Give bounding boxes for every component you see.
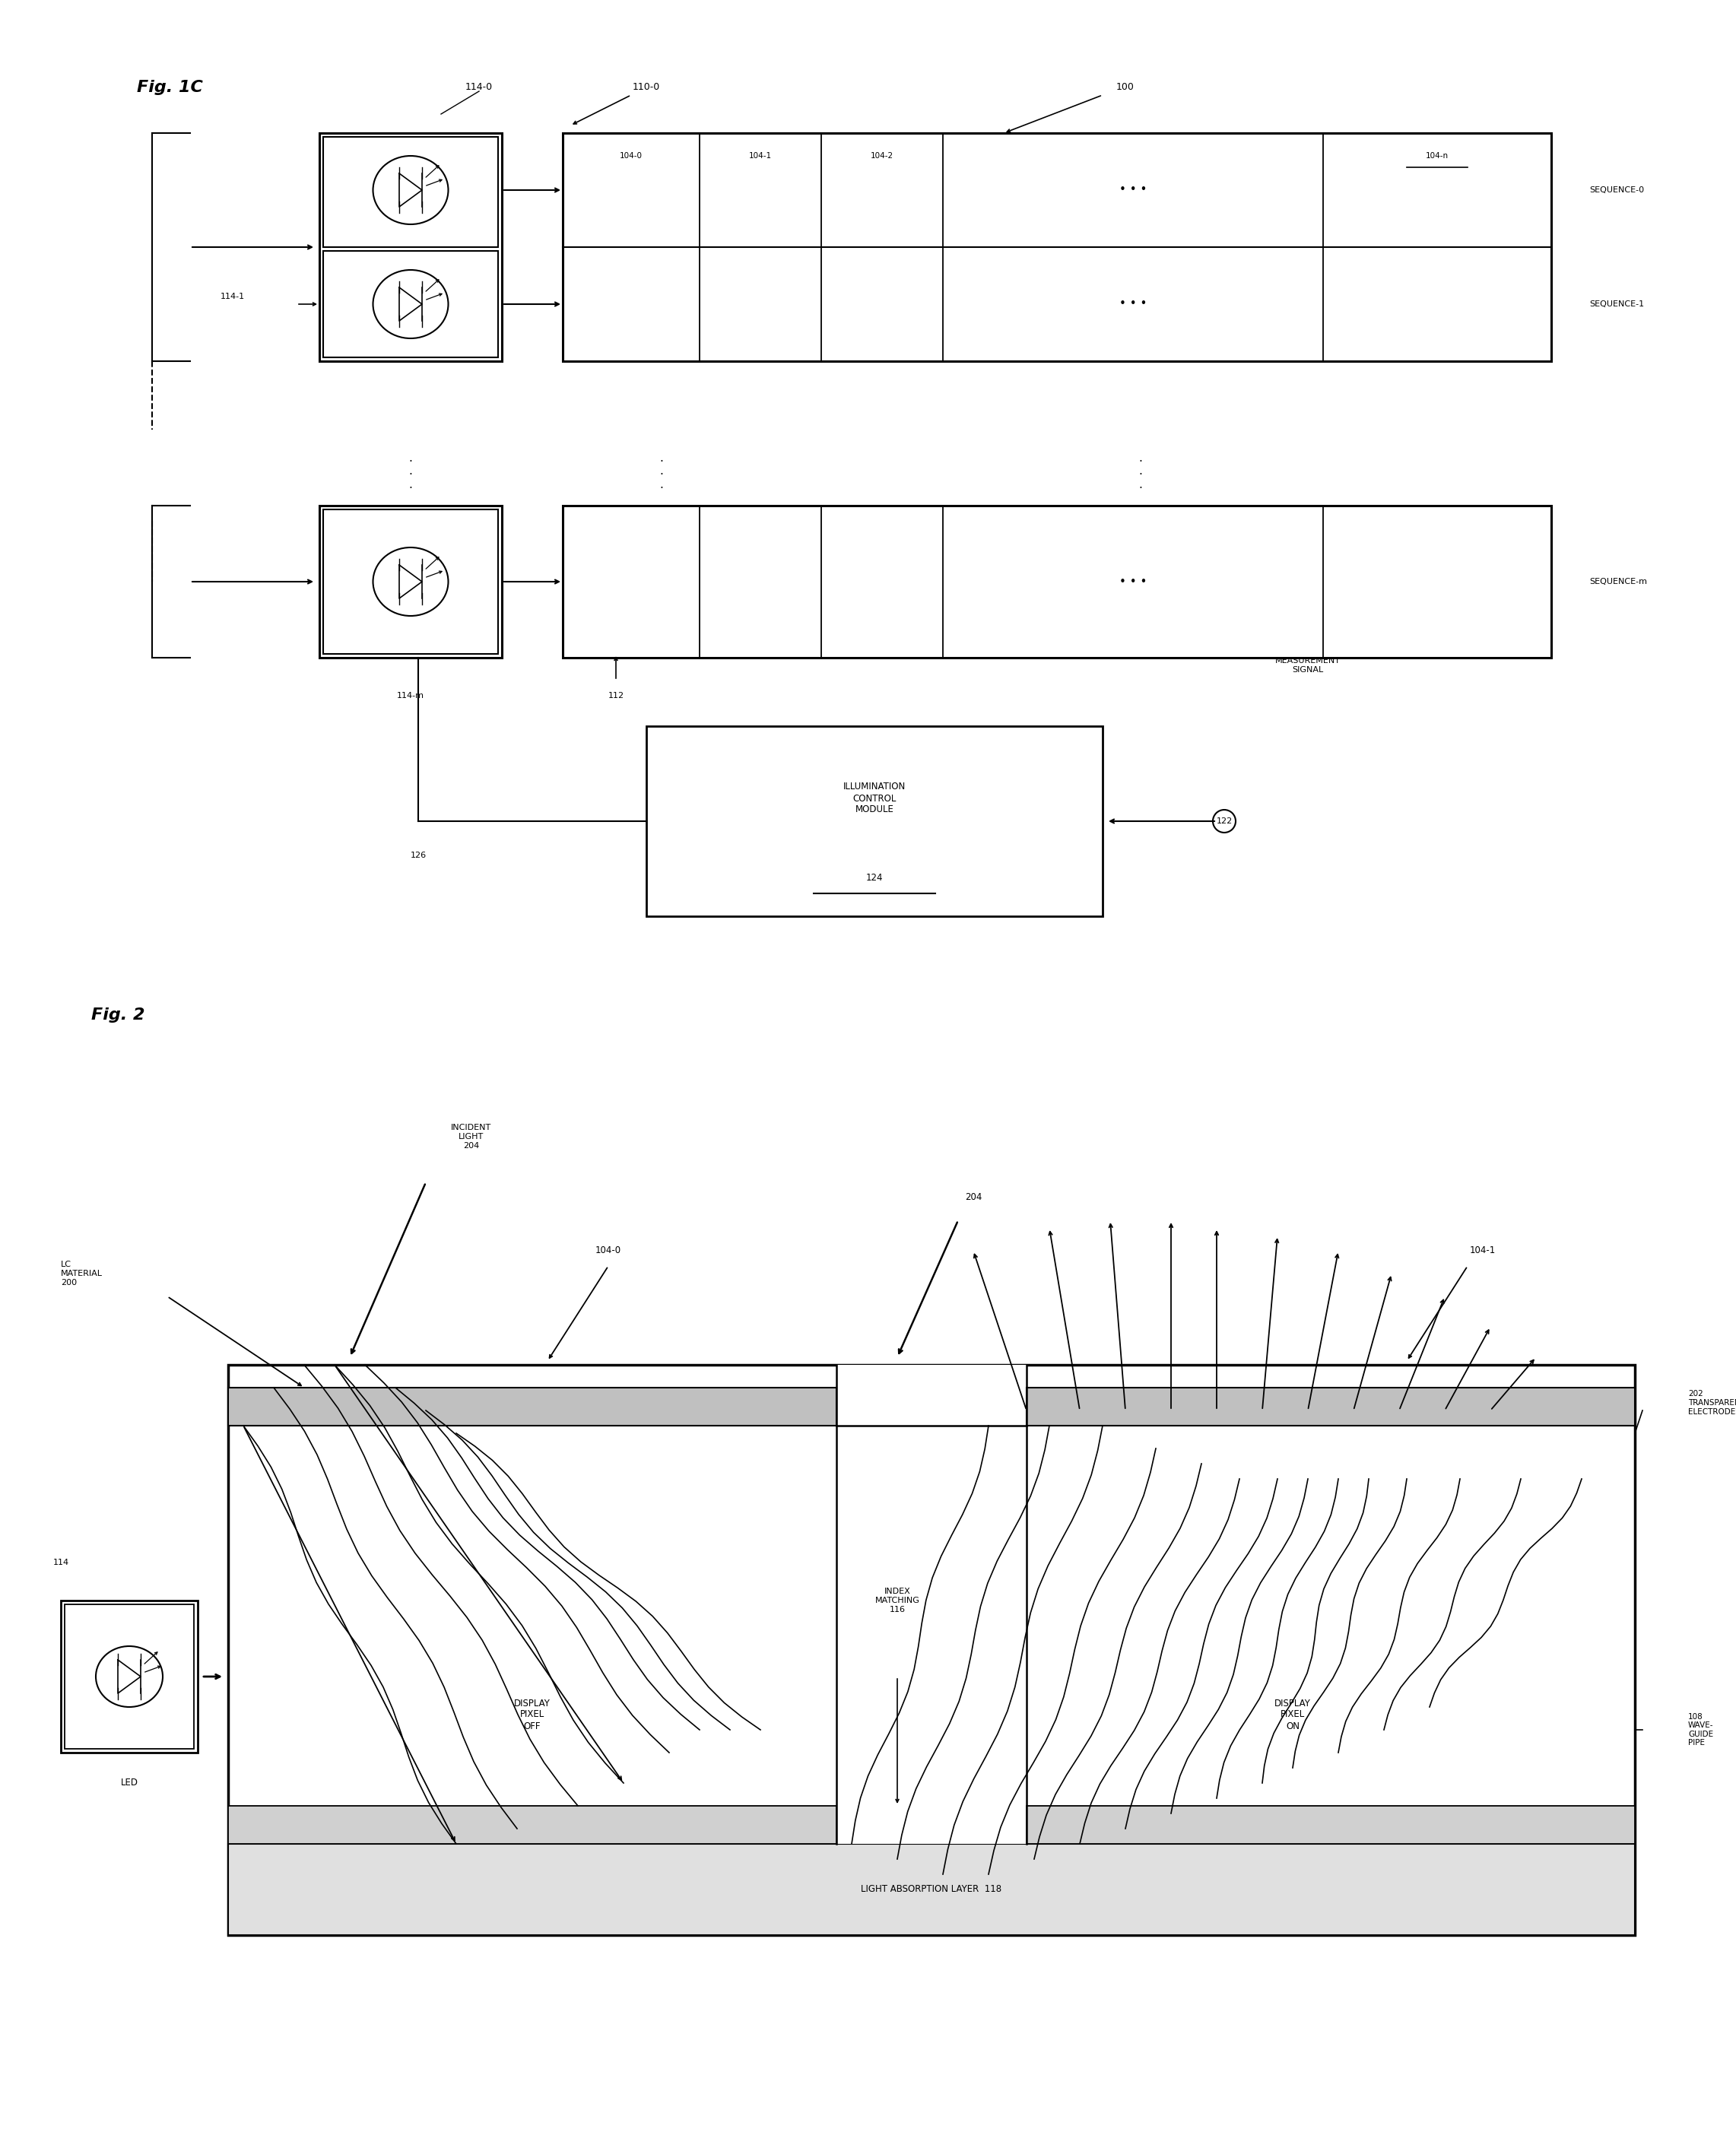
Text: 122: 122 [1217,818,1233,825]
Text: DISPLAY
PIXEL
OFF: DISPLAY PIXEL OFF [514,1699,550,1731]
Text: DISPLAY
PIXEL
ON: DISPLAY PIXEL ON [1274,1699,1311,1731]
Text: 104-1: 104-1 [748,153,773,159]
Text: 202
TRANSPARENT
ELECTRODES: 202 TRANSPARENT ELECTRODES [1687,1390,1736,1416]
Text: 104-n: 104-n [1425,153,1448,159]
Text: Fig. 1C: Fig. 1C [137,79,203,95]
Text: • • •: • • • [1120,576,1147,586]
Bar [319,505,502,657]
Text: 104-2: 104-2 [871,153,894,159]
Text: • • •: • • • [1120,299,1147,309]
Text: MEASUREMENT
SIGNAL: MEASUREMENT SIGNAL [1276,657,1340,674]
Text: SEQUENCE-0: SEQUENCE-0 [1588,187,1644,193]
Text: 104-0: 104-0 [595,1246,621,1257]
Bar [646,726,1102,917]
Text: 112: 112 [608,692,623,700]
Bar [323,509,498,653]
Text: 114-1: 114-1 [220,292,245,301]
Bar [562,133,1552,361]
Bar [61,1600,198,1753]
Bar [319,133,502,361]
Bar [227,1806,837,1843]
Text: 114-0: 114-0 [465,82,493,92]
Bar [1026,1388,1635,1426]
Bar [227,1843,1635,1935]
Text: 100: 100 [1116,82,1134,92]
Text: 114: 114 [54,1559,69,1566]
Text: • • •: • • • [1120,185,1147,195]
Bar [837,1364,1026,1843]
Bar [323,251,498,357]
Text: 124: 124 [866,874,884,883]
Text: LED: LED [120,1779,139,1787]
Text: LIGHT ABSORPTION LAYER  118: LIGHT ABSORPTION LAYER 118 [861,1884,1002,1895]
Text: ·
·
·: · · · [660,455,663,494]
Text: 104-0: 104-0 [620,153,642,159]
Bar [323,137,498,247]
Text: 104-1: 104-1 [1470,1246,1496,1257]
Text: ·
·
·: · · · [408,455,413,494]
Bar [227,1364,1635,1935]
Bar [64,1605,194,1748]
Text: Fig. 2: Fig. 2 [92,1007,144,1022]
Text: 126: 126 [410,851,427,859]
Text: ILLUMINATION
CONTROL
MODULE: ILLUMINATION CONTROL MODULE [844,782,906,814]
Text: SEQUENCE-1: SEQUENCE-1 [1588,301,1644,307]
Text: 114-m: 114-m [398,692,424,700]
Text: INCIDENT
LIGHT
204: INCIDENT LIGHT 204 [451,1123,491,1149]
Text: 110-0: 110-0 [632,82,660,92]
Bar [227,1388,837,1426]
Text: 204: 204 [965,1192,983,1203]
Text: INDEX
MATCHING
116: INDEX MATCHING 116 [875,1587,920,1613]
Bar [562,505,1552,657]
Bar [1026,1806,1635,1843]
Text: LC
MATERIAL
200: LC MATERIAL 200 [61,1261,102,1287]
Text: ·
·
·: · · · [1139,455,1142,494]
Text: 108
WAVE-
GUIDE
PIPE: 108 WAVE- GUIDE PIPE [1687,1712,1713,1746]
Text: SEQUENCE-m: SEQUENCE-m [1588,578,1647,586]
